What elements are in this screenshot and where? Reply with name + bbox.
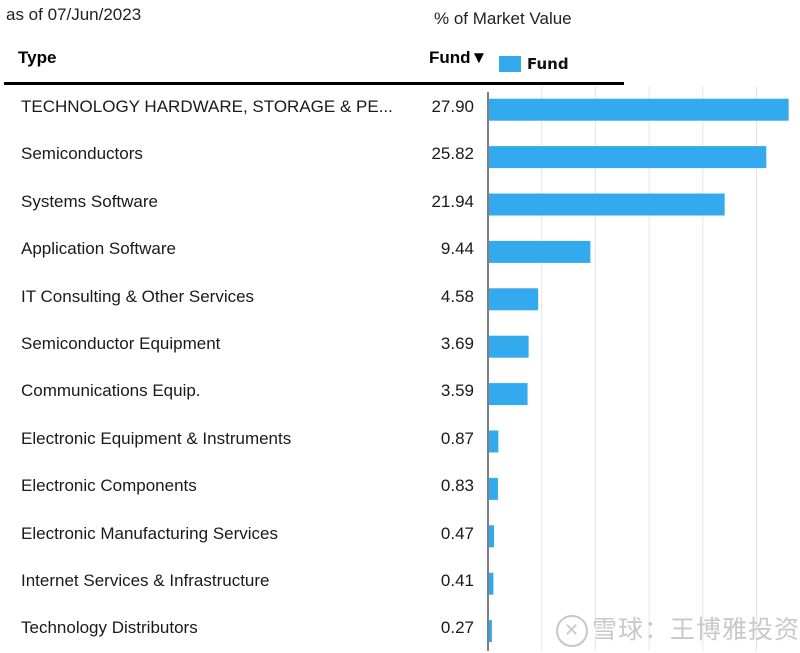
table-row[interactable]: Application Software 9.44 [0,227,488,274]
bar-2[interactable] [489,193,725,216]
bar-11[interactable] [489,620,492,643]
column-header-fund-sort[interactable]: Fund▼ [429,48,488,67]
row-label: TECHNOLOGY HARDWARE, STORAGE & PE... [21,97,393,116]
row-value: 4.58 [440,286,474,306]
row-value: 3.59 [440,381,474,401]
row-label: Electronic Equipment & Instruments [21,428,292,448]
bar-10[interactable] [489,572,494,595]
row-value: 3.69 [440,334,474,353]
row-label: Systems Software [21,191,158,211]
bar-7[interactable] [489,430,499,453]
legend: Fund [499,55,569,73]
bar-5[interactable] [489,335,529,358]
watermark: ✕ 雪球：王博雅投资 [556,610,800,647]
table-row[interactable]: Communications Equip. 3.59 [0,369,488,416]
bar-9[interactable] [489,525,495,548]
bar-1[interactable] [489,146,767,169]
row-value: 25.82 [431,144,474,164]
table-row[interactable]: TECHNOLOGY HARDWARE, STORAGE & PE... 27.9… [0,85,488,132]
legend-swatch-fund [499,56,521,72]
bar-4[interactable] [489,288,539,311]
row-label: IT Consulting & Other Services [21,286,255,306]
row-value: 0.27 [440,618,474,638]
row-label: Electronic Manufacturing Services [21,523,279,543]
row-value: 0.83 [440,476,474,496]
table-row[interactable]: IT Consulting & Other Services 4.58 [0,275,488,322]
snowball-logo-icon: ✕ [556,615,588,647]
table-row[interactable]: Electronic Manufacturing Services 0.47 [0,512,488,559]
row-label: Semiconductors [21,144,143,164]
table-row[interactable]: Semiconductor Equipment 3.69 [0,322,488,369]
row-value: 9.44 [440,239,474,259]
column-header-type[interactable]: Type [18,48,57,67]
bar-3[interactable] [489,240,591,263]
bar-6[interactable] [489,383,528,406]
bar-0[interactable] [489,98,789,121]
table-row[interactable]: Electronic Components 0.83 [0,464,488,511]
row-value: 0.47 [440,523,474,543]
header-divider [4,82,624,85]
row-label: Technology Distributors [21,618,198,638]
bar-8[interactable] [489,477,498,500]
watermark-text: 雪球：王博雅投资 [592,615,800,644]
row-label: Communications Equip. [21,381,201,401]
row-value: 21.94 [431,191,474,211]
as-of-date: as of 07/Jun/2023 [6,5,142,24]
table-row[interactable]: Electronic Equipment & Instruments 0.87 [0,417,488,464]
table-row[interactable]: Semiconductors 25.82 [0,132,488,179]
legend-label-fund: Fund [527,55,569,73]
row-value: 0.87 [440,428,474,448]
row-label: Semiconductor Equipment [21,334,221,353]
row-label: Application Software [21,239,176,259]
row-label: Internet Services & Infrastructure [21,571,270,590]
row-value: 0.41 [440,571,474,590]
table-row[interactable]: Systems Software 21.94 [0,180,488,227]
measure-title: % of Market Value [434,9,572,28]
table-row[interactable]: Technology Distributors 0.27 [0,606,488,653]
row-value: 27.90 [431,97,474,116]
row-label: Electronic Components [21,476,197,496]
table-row[interactable]: Internet Services & Infrastructure 0.41 [0,559,488,606]
